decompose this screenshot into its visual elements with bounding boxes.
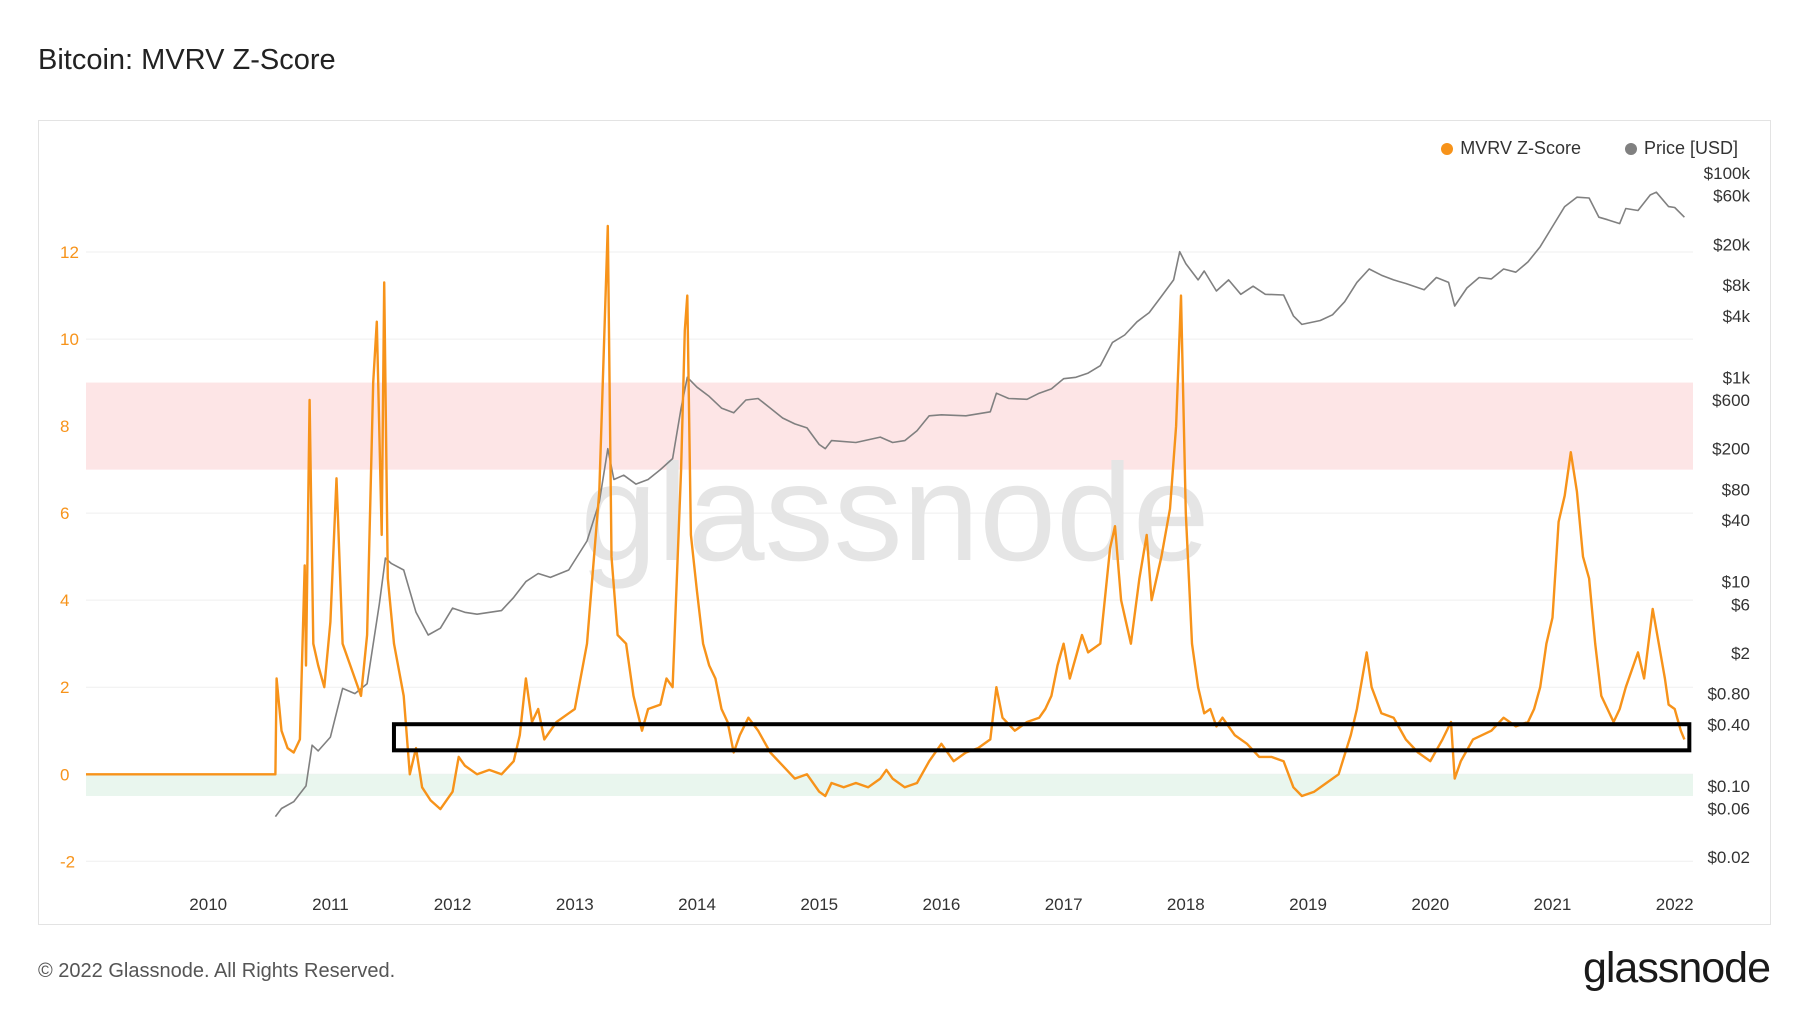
band-overvalued (86, 382, 1693, 470)
y-right-tick-label: $60k (1713, 187, 1750, 206)
y-right-tick-label: $2 (1731, 644, 1750, 663)
price-line (274, 191, 1685, 818)
chart-legend: MVRV Z-Score Price [USD] (1441, 138, 1738, 159)
y-right-tick-label: $20k (1713, 235, 1750, 254)
y-left-tick-label: 10 (60, 330, 79, 349)
band-undervalued (86, 774, 1693, 797)
x-tick-label: 2010 (189, 895, 227, 914)
y-right-tick-label: $40 (1722, 511, 1750, 530)
y-right-tick-label: $4k (1723, 307, 1751, 326)
y-left-tick-label: 4 (60, 591, 69, 610)
y-right-tick-label: $10 (1722, 573, 1750, 592)
y-right-tick-label: $600 (1712, 391, 1750, 410)
y-right-tick-label: $8k (1723, 276, 1751, 295)
legend-item-price[interactable]: Price [USD] (1624, 138, 1738, 159)
x-tick-label: 2013 (556, 895, 594, 914)
y-left-tick-label: 6 (60, 504, 69, 523)
y-right-tick-label: $200 (1712, 440, 1750, 459)
x-tick-label: 2017 (1045, 895, 1083, 914)
x-tick-label: 2021 (1534, 895, 1572, 914)
y-left-tick-label: 2 (60, 678, 69, 697)
y-right-tick-label: $0.10 (1707, 777, 1750, 796)
x-tick-label: 2022 (1656, 895, 1694, 914)
legend-dot-price (1624, 142, 1637, 155)
x-tick-label: 2014 (678, 895, 716, 914)
x-tick-label: 2011 (312, 895, 349, 914)
brand-logo: glassnode (1582, 944, 1771, 992)
mvrv-line (86, 224, 1686, 811)
y-right-tick-label: $1k (1723, 368, 1751, 387)
x-tick-label: 2020 (1411, 895, 1449, 914)
legend-label-price: Price [USD] (1643, 138, 1738, 158)
x-tick-label: 2015 (800, 895, 838, 914)
y-left-tick-label: -2 (60, 852, 75, 871)
y-right-tick-label: $80 (1722, 480, 1750, 499)
legend-dot-mvrv (1441, 142, 1454, 155)
legend-label-mvrv: MVRV Z-Score (1460, 138, 1581, 158)
y-right-tick-label: $0.02 (1707, 848, 1750, 867)
x-tick-label: 2012 (434, 895, 472, 914)
y-right-tick-label: $100k (1704, 164, 1751, 183)
y-left-tick-label: 12 (60, 243, 79, 262)
highlight-box (391, 722, 1692, 753)
chart-title: Bitcoin: MVRV Z-Score (38, 44, 336, 76)
watermark-text: glassnode (580, 436, 1209, 590)
x-tick-label: 2019 (1289, 895, 1327, 914)
x-tick-label: 2018 (1167, 895, 1205, 914)
y-right-tick-label: $0.80 (1707, 685, 1750, 704)
y-left-tick-label: 8 (60, 417, 69, 436)
y-right-tick-label: $0.40 (1707, 715, 1750, 734)
x-tick-label: 2016 (923, 895, 961, 914)
copyright-text: © 2022 Glassnode. All Rights Reserved. (38, 960, 396, 982)
y-left-tick-label: 0 (60, 765, 69, 784)
legend-item-mvrv[interactable]: MVRV Z-Score (1441, 138, 1581, 159)
y-right-tick-label: $6 (1731, 595, 1750, 614)
y-right-tick-label: $0.06 (1707, 800, 1750, 819)
